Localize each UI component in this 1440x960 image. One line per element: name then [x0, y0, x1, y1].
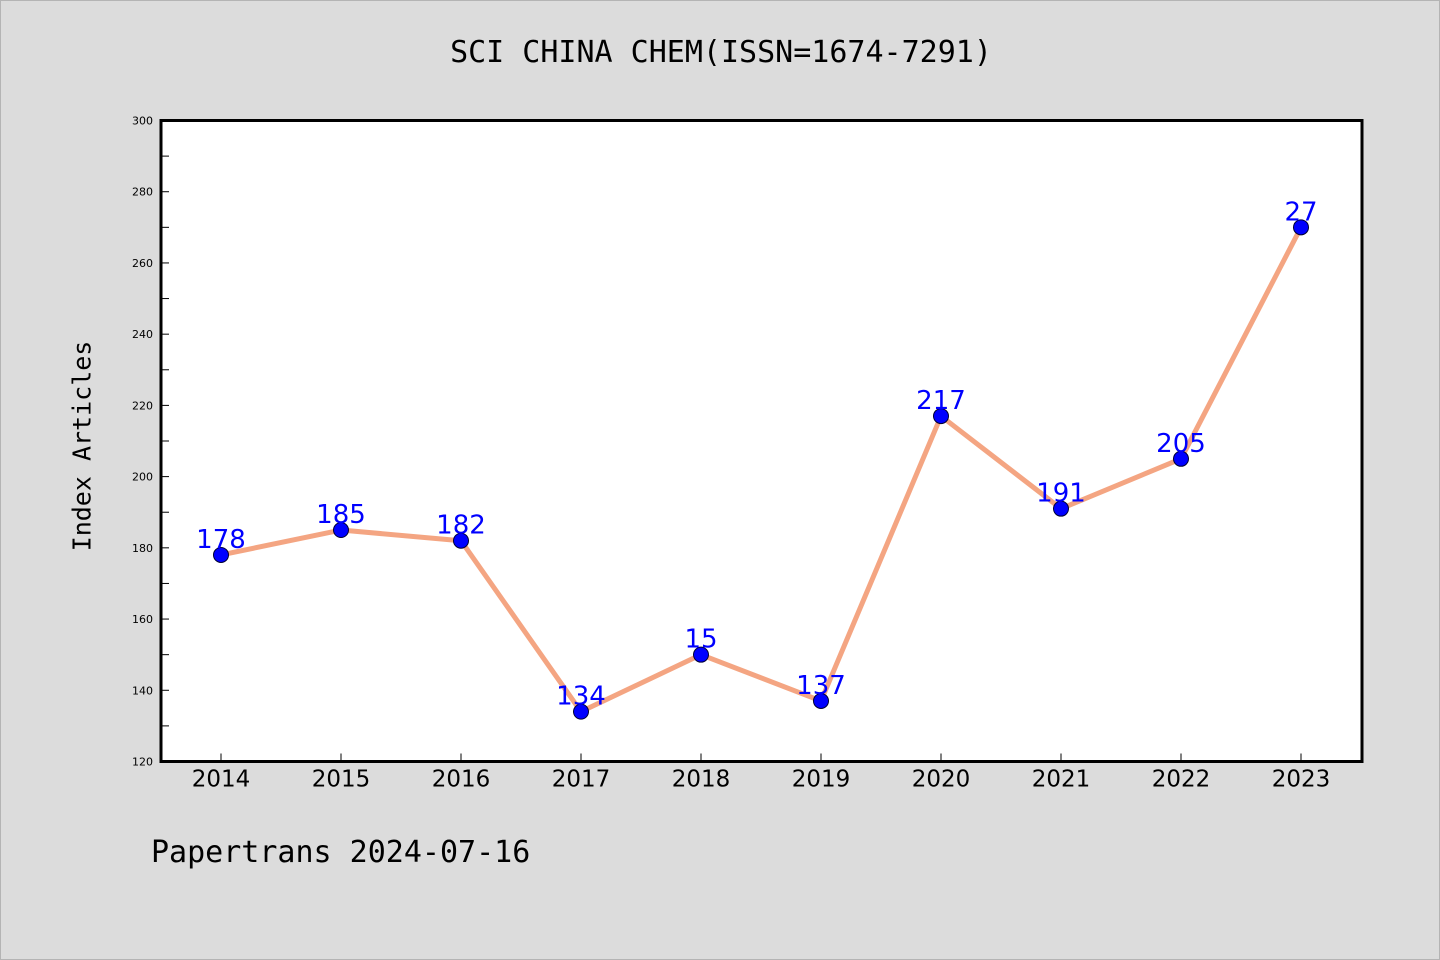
y-tick-label: 300 [132, 115, 153, 128]
x-tick-label: 2016 [432, 767, 491, 793]
data-label: 15 [684, 625, 717, 655]
data-point [1053, 500, 1069, 517]
data-label: 217 [916, 386, 966, 416]
y-tick-label: 260 [132, 257, 153, 270]
series-markers [213, 219, 1309, 720]
x-tick-label: 2015 [312, 767, 371, 793]
data-point [1173, 450, 1189, 467]
y-tick-label: 160 [132, 613, 153, 626]
y-tick-label: 280 [132, 186, 153, 199]
y-tick-label: 240 [132, 328, 153, 341]
chart-title: SCI CHINA CHEM(ISSN=1674-7291) [450, 35, 992, 70]
data-label: 137 [796, 671, 846, 701]
data-label: 27 [1284, 197, 1317, 227]
data-labels: 178 185 182 134 15 137 217 191 205 27 [196, 197, 1317, 711]
y-tick-label: 140 [132, 684, 153, 697]
y-tick-label: 180 [132, 542, 153, 555]
x-tick-label: 2014 [192, 767, 251, 793]
data-point [693, 646, 709, 663]
y-tick-label: 120 [132, 756, 153, 769]
data-label: 178 [196, 525, 246, 555]
plot-area [159, 119, 1364, 763]
x-axis: 2014 2015 2016 2017 2018 2019 2020 2021 2022 2023 [192, 753, 1331, 793]
x-tick-label: 2020 [912, 767, 971, 793]
x-tick-label: 2019 [792, 767, 851, 793]
x-tick-label: 2018 [672, 767, 731, 793]
footer-credit: Papertrans 2024-07-16 [151, 835, 531, 870]
data-label: 134 [556, 682, 606, 712]
data-point [213, 546, 229, 563]
data-label: 205 [1156, 429, 1206, 459]
data-point [453, 532, 469, 549]
data-point [333, 522, 349, 539]
data-label: 182 [436, 511, 486, 541]
x-tick-label: 2017 [552, 767, 611, 793]
data-point [813, 692, 829, 709]
data-point [573, 703, 589, 720]
x-tick-label: 2022 [1152, 767, 1211, 793]
data-point [1293, 219, 1309, 236]
data-label: 191 [1036, 479, 1086, 509]
y-tick-label: 200 [132, 471, 153, 484]
x-tick-label: 2021 [1032, 767, 1091, 793]
data-label: 185 [316, 500, 366, 530]
series-line [220, 226, 1304, 715]
x-tick-label: 2023 [1272, 767, 1331, 793]
data-point [933, 408, 949, 425]
y-axis: 120 140 160 180 200 220 240 260 280 300 [132, 115, 169, 769]
y-tick-label: 220 [132, 399, 153, 412]
